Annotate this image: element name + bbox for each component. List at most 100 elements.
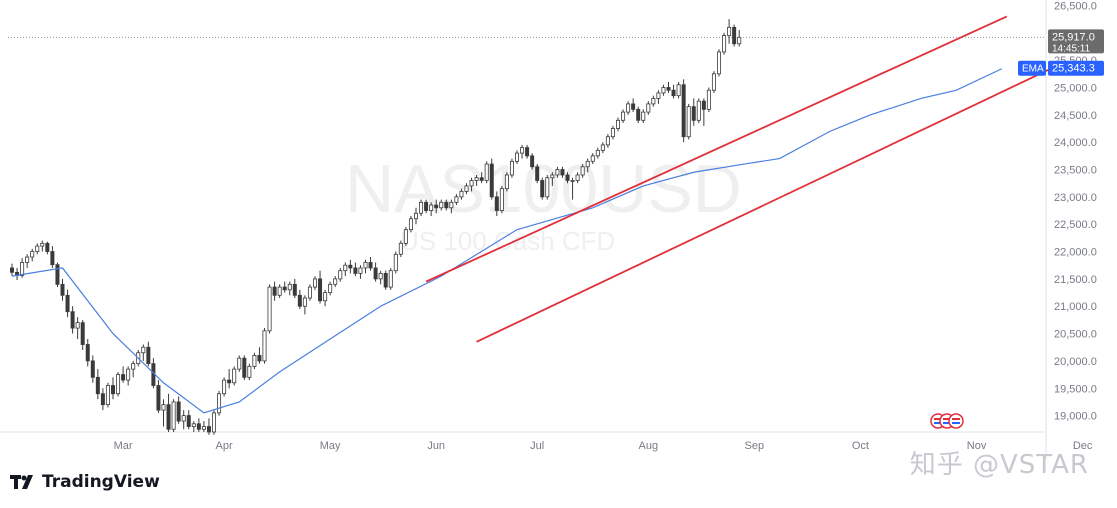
economic-event-icon (948, 413, 964, 429)
candle (312, 278, 317, 288)
candle (45, 242, 50, 252)
candle (666, 87, 671, 91)
candle (616, 119, 621, 129)
candle (60, 283, 65, 296)
candle (70, 311, 75, 329)
candle (146, 346, 151, 365)
event-flag-stripe (934, 422, 942, 424)
candle (646, 103, 651, 113)
candle (156, 385, 161, 411)
candle (121, 374, 126, 381)
candle (711, 73, 716, 91)
candle (535, 166, 540, 181)
x-tick-label: Mar (114, 440, 133, 452)
candle (181, 415, 186, 422)
x-tick-label: Oct (852, 440, 869, 452)
candle (530, 155, 535, 168)
candle (398, 242, 403, 255)
candle (686, 106, 691, 138)
candle (20, 262, 25, 277)
candle (651, 98, 656, 105)
candle (116, 374, 121, 395)
candle (727, 26, 732, 36)
candle (701, 100, 706, 110)
candle (353, 267, 358, 274)
ema-label: EMA (1022, 64, 1044, 75)
channel-upper-line (425, 15, 1008, 283)
candlestick-chart[interactable]: 26,500.026,000.025,500.025,000.024,500.0… (0, 0, 1117, 460)
candle (328, 283, 333, 293)
candle (706, 89, 711, 110)
candle (585, 160, 590, 168)
candle (469, 180, 474, 187)
y-tick-label: 22,500.0 (1054, 219, 1097, 231)
candle (85, 344, 90, 362)
tradingview-logo-icon (10, 475, 33, 489)
candle (227, 379, 232, 384)
candle (80, 322, 85, 345)
ema-line (11, 68, 1003, 414)
channel-lower-line (476, 64, 1058, 343)
candle (408, 218, 413, 231)
candle (464, 185, 469, 192)
candle (610, 128, 615, 138)
candle (413, 212, 418, 220)
x-tick-label: Dec (1073, 440, 1093, 452)
ema-legend-tag (1018, 60, 1046, 76)
candle (555, 169, 560, 176)
candle (424, 201, 429, 211)
candle (621, 111, 626, 121)
candle (30, 251, 35, 258)
x-tick-label: Apr (216, 440, 233, 452)
candle (489, 163, 494, 198)
candle (590, 155, 595, 162)
candle (297, 294, 302, 307)
candle (444, 201, 449, 209)
candle (550, 174, 555, 179)
candle (111, 385, 116, 395)
y-tick-label: 19,000.0 (1054, 411, 1097, 423)
y-tick-label: 24,500.0 (1054, 110, 1097, 122)
candle (171, 401, 176, 430)
x-tick-label: Sep (745, 440, 765, 452)
candle (671, 89, 676, 97)
candle (267, 286, 272, 332)
candle (717, 51, 722, 75)
candle (722, 35, 727, 53)
description-watermark: US 100 Cash CFD (400, 226, 616, 256)
candle (378, 273, 383, 280)
candle (323, 292, 328, 302)
x-tick-label: Aug (639, 440, 659, 452)
candle (65, 294, 70, 313)
candle (368, 262, 373, 269)
candle (348, 264, 353, 269)
candle (520, 147, 525, 154)
candle (217, 393, 222, 414)
y-tick-label: 25,000.0 (1054, 82, 1097, 94)
candle (141, 346, 146, 354)
candle (75, 322, 80, 329)
y-tick-label: 23,000.0 (1054, 192, 1097, 204)
candle (509, 160, 514, 176)
candle (206, 426, 211, 433)
tradingview-logo[interactable]: TradingView (10, 470, 160, 494)
y-tick-label: 21,000.0 (1054, 301, 1097, 313)
candle (681, 84, 686, 138)
candle (126, 368, 131, 381)
x-tick-label: Nov (967, 440, 987, 452)
event-flag-stripe (952, 418, 960, 420)
candle (494, 196, 499, 211)
candle (439, 201, 444, 209)
candle (363, 262, 368, 269)
ema-value-tag (1048, 60, 1104, 76)
candle (429, 204, 434, 211)
candle (600, 144, 605, 151)
event-flag-stripe (934, 418, 942, 420)
y-tick-label: 20,500.0 (1054, 329, 1097, 341)
candle (515, 152, 520, 162)
candle (454, 196, 459, 203)
candle (631, 103, 636, 110)
candle (575, 174, 580, 181)
candle (277, 286, 282, 296)
candle (393, 253, 398, 272)
